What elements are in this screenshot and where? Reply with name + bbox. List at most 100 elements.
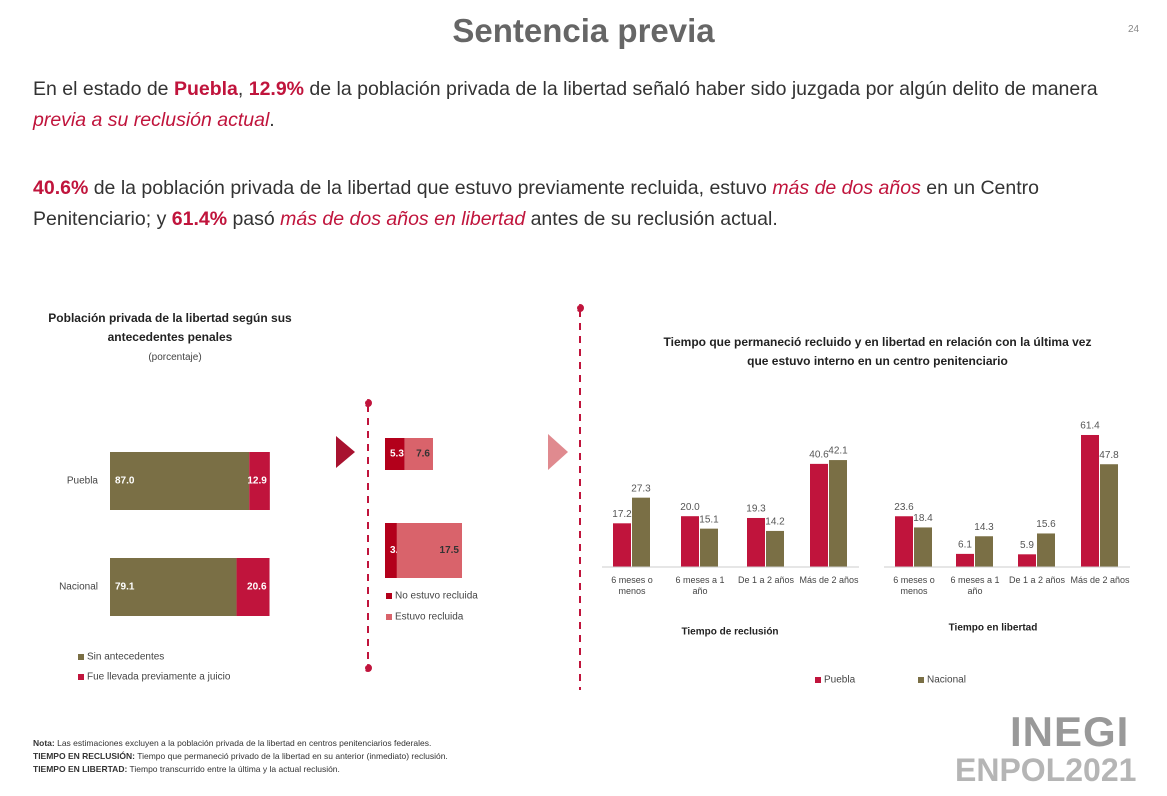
x-tick-label: Más de 2 años: [799, 575, 859, 585]
bar-segment: [249, 452, 270, 510]
legend-label: Estuvo recluida: [395, 612, 464, 623]
bar: [1100, 464, 1118, 567]
text: Las estimaciones excluyen a la población…: [54, 738, 432, 748]
data-label: 6.1: [958, 540, 972, 551]
text: 61.4%: [171, 208, 228, 230]
data-label: 14.2: [765, 517, 785, 528]
x-tick-label: 6 meses a 1 año: [675, 575, 725, 596]
data-label: 5.9: [1020, 540, 1034, 551]
arrow: [336, 436, 355, 468]
x-tick-label: De 1 a 2 años: [737, 575, 795, 585]
x-tick-label: 6 meses o menos: [611, 575, 653, 596]
divider-dot: [576, 304, 584, 312]
chart-subtitle: (porcentaje): [148, 352, 202, 363]
note: TIEMPO EN RECLUSIÓN: Tiempo que permanec…: [33, 750, 448, 763]
legend-label: No estuvo recluida: [395, 591, 478, 602]
bar: [1018, 554, 1036, 567]
note: Nota: Las estimaciones excluyen a la pob…: [33, 737, 448, 750]
data-label: 14.3: [974, 522, 994, 533]
x-axis-label: Tiempo en libertad: [949, 623, 1038, 634]
text: más de dos años en libertad: [280, 208, 526, 230]
bar: [975, 536, 993, 567]
x-tick-label: De 1 a 2 años: [1008, 575, 1066, 585]
text: TIEMPO EN RECLUSIÓN:: [33, 751, 136, 761]
chart-title: Población privada de la libertad según s…: [48, 311, 292, 344]
bar: [829, 460, 847, 567]
data-label: 20.6: [247, 582, 267, 593]
text: TIEMPO EN LIBERTAD:: [33, 764, 128, 774]
data-label: 87.0: [115, 476, 135, 487]
text: Tiempo que permaneció privado de la libe…: [135, 751, 448, 761]
bar-segment: [110, 558, 237, 616]
bar-segment: [236, 558, 270, 616]
text: 40.6%: [33, 177, 89, 199]
data-label: 15.1: [699, 514, 719, 525]
bar: [700, 528, 718, 567]
text: en un Centro Penitenciario; y: [33, 177, 1039, 230]
bar: [747, 517, 765, 567]
bar-segment: [110, 452, 250, 510]
notes: Nota: Las estimaciones excluyen a la pob…: [33, 737, 448, 776]
text: de la población privada de la libertad s…: [304, 78, 1098, 100]
bar: [766, 530, 784, 567]
legend-swatch: [78, 654, 84, 660]
bar: [613, 523, 631, 567]
y-tick-label: Nacional: [59, 582, 98, 593]
bar-segment: [396, 523, 463, 578]
data-label: 5.3: [390, 449, 404, 460]
legend-swatch: [78, 674, 84, 680]
bar: [810, 463, 828, 567]
legend-label: Fue llevada previamente a juicio: [87, 672, 231, 683]
text: Puebla: [173, 78, 238, 100]
data-label: 17.5: [440, 545, 460, 556]
legend-swatch: [815, 677, 821, 683]
paragraph: En el estado de Puebla, 12.9% de la pobl…: [33, 74, 1143, 136]
text: 12.9%: [248, 78, 305, 100]
divider-dot: [364, 399, 372, 407]
legend-label: Nacional: [927, 675, 966, 686]
legend-label: Puebla: [824, 675, 856, 686]
bar: [1081, 434, 1099, 567]
note: TIEMPO EN LIBERTAD: Tiempo transcurrido …: [33, 763, 448, 776]
paragraph: 40.6% de la población privada de la libe…: [33, 173, 1143, 235]
data-label: 19.3: [746, 504, 766, 515]
bar: [681, 516, 699, 567]
data-label: 7.6: [416, 449, 430, 460]
legend-swatch: [386, 614, 392, 620]
data-label: 79.1: [115, 582, 135, 593]
bar-segment: [385, 438, 405, 470]
data-label: 12.9: [247, 476, 267, 487]
data-label: 17.2: [612, 509, 632, 520]
data-label: 20.0: [680, 502, 700, 513]
text: más de dos años: [772, 177, 921, 199]
logo: INEGI: [1010, 708, 1130, 755]
text: previa a su reclusión actual: [33, 109, 270, 131]
legend-swatch: [386, 593, 392, 599]
x-tick-label: 6 meses a 1 año: [950, 575, 1000, 596]
bar: [914, 527, 932, 567]
x-tick-label: Más de 2 años: [1070, 575, 1130, 585]
data-label: 40.6: [809, 450, 829, 461]
slide-title: Sentencia previa: [452, 12, 715, 49]
data-label: 18.4: [913, 513, 933, 524]
data-label: 27.3: [631, 483, 651, 494]
text: ,: [237, 78, 249, 100]
data-label: 42.1: [828, 446, 848, 457]
arrow: [548, 434, 568, 470]
text: de la población privada de la libertad q…: [88, 177, 773, 199]
text: pasó: [227, 208, 281, 230]
data-label: 61.4: [1080, 421, 1100, 432]
legend-swatch: [918, 677, 924, 683]
bar: [956, 553, 974, 567]
data-label: 15.6: [1036, 519, 1056, 530]
text: En el estado de: [33, 78, 174, 100]
y-tick-label: Puebla: [67, 476, 99, 487]
legend-label: Sin antecedentes: [87, 652, 164, 663]
text: antes de su reclusión actual.: [525, 208, 778, 230]
divider-dot: [364, 664, 372, 672]
page-number: 24: [1128, 24, 1140, 35]
dividers: [364, 304, 584, 690]
text: Nota:: [33, 738, 55, 748]
